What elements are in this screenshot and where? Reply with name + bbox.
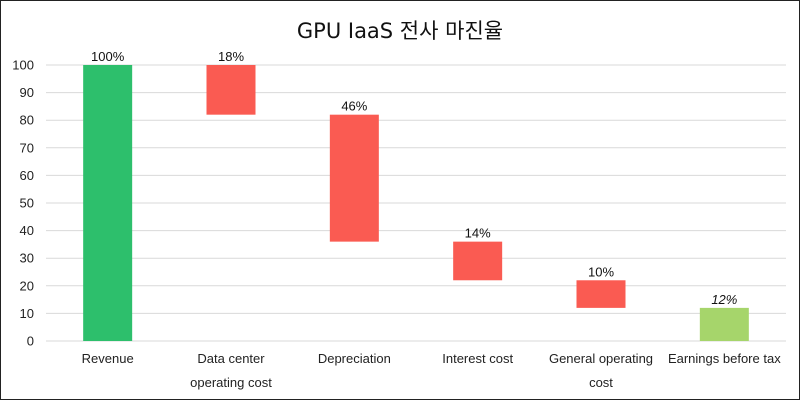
category-label-line: operating cost	[190, 375, 272, 390]
data-label: 46%	[341, 99, 367, 114]
data-label: 14%	[465, 226, 491, 241]
chart-title: GPU IaaS 전사 마진율	[296, 19, 504, 43]
y-tick-label: 40	[20, 223, 34, 238]
bar-decrease	[576, 280, 626, 308]
category-label-line: Interest cost	[442, 351, 513, 366]
category-label-line: Earnings before tax	[668, 351, 781, 366]
y-tick-label: 50	[20, 196, 34, 211]
category-label: Depreciation	[318, 351, 391, 366]
category-label-line: cost	[589, 375, 613, 390]
data-label: 12%	[711, 292, 737, 307]
y-tick-label: 80	[20, 113, 34, 128]
y-tick-label: 20	[20, 278, 34, 293]
category-label: General operating cost	[549, 351, 653, 390]
y-tick-label: 70	[20, 140, 34, 155]
y-tick-label: 0	[27, 334, 34, 349]
bar-total	[83, 65, 133, 341]
y-tick-label: 90	[20, 85, 34, 100]
category-label: Data center operating cost	[190, 351, 272, 390]
category-label: Revenue	[82, 351, 134, 366]
y-tick-label: 100	[12, 58, 34, 73]
data-label: 18%	[218, 49, 244, 64]
data-label: 100%	[91, 49, 125, 64]
bar-decrease	[206, 65, 256, 115]
category-label: Interest cost	[442, 351, 513, 366]
category-label-line: Depreciation	[318, 351, 391, 366]
y-tick-label: 10	[20, 306, 34, 321]
bar-decrease	[453, 241, 503, 281]
bar-result	[699, 307, 749, 341]
category-label-line: Data center	[197, 351, 265, 366]
category-label-line: Revenue	[82, 351, 134, 366]
y-tick-label: 30	[20, 251, 34, 266]
bar-decrease	[329, 114, 379, 242]
y-tick-label: 60	[20, 168, 34, 183]
data-label: 10%	[588, 264, 614, 279]
category-label: Earnings before tax	[668, 351, 781, 366]
category-label-line: General operating	[549, 351, 653, 366]
